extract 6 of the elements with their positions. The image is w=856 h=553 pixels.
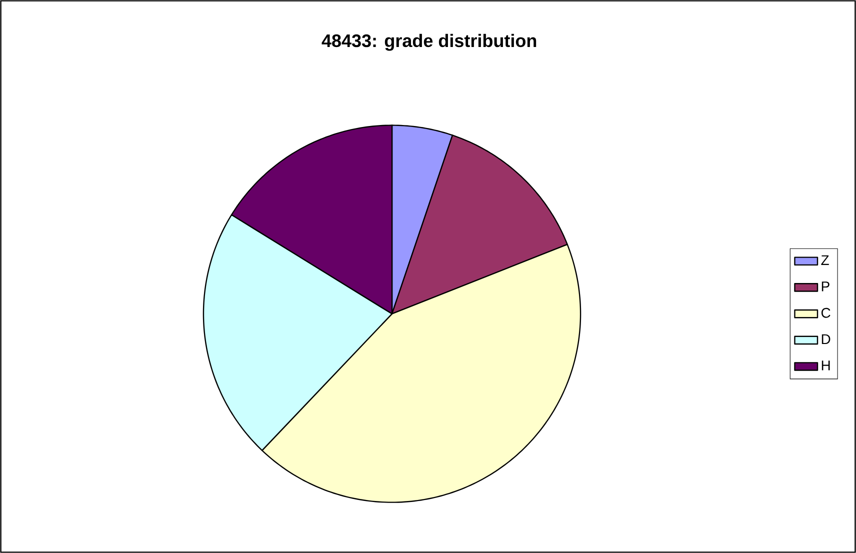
legend-label: H <box>822 360 830 370</box>
legend-label: Z <box>821 255 829 265</box>
legend-label: C <box>821 308 830 318</box>
chart-title: 48433: grade distribution <box>322 34 536 51</box>
legend-label: P <box>822 282 830 292</box>
legend-label: D <box>822 334 830 344</box>
